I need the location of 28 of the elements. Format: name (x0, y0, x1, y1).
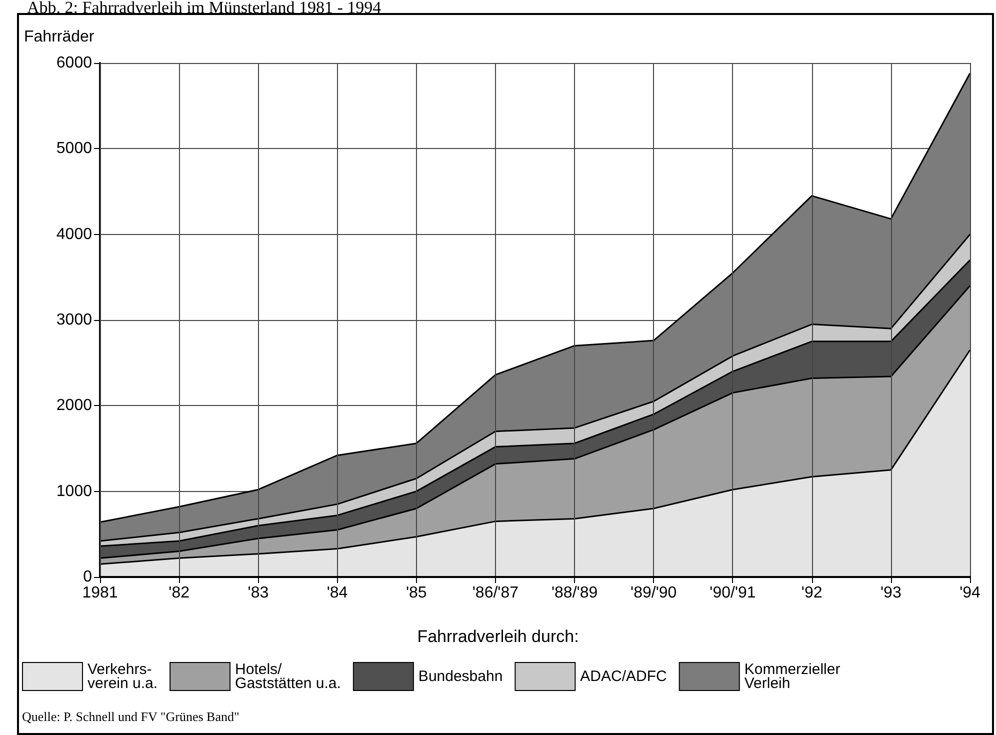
x-tick-label: '86/'87 (472, 584, 519, 602)
y-tick-label: 2000 (56, 397, 92, 414)
source-note: Quelle: P. Schnell und FV "Grünes Band" (22, 709, 240, 724)
y-tick-label: 3000 (56, 312, 92, 328)
x-tick-label: '92 (801, 584, 822, 602)
y-tick-label: 4000 (56, 226, 92, 243)
x-tick-label: '83 (248, 584, 269, 602)
legend-title: Fahrradverleih durch: (417, 627, 579, 646)
y-tick-label: 0 (83, 568, 92, 586)
legend-label: Verkehrs- verein u.a. (88, 661, 158, 692)
x-tick-label: '88/'89 (551, 584, 598, 602)
legend-label: Bundesbahn (418, 668, 503, 685)
x-tick-label: '89/'90 (630, 584, 677, 602)
y-tick-label: 6000 (56, 54, 92, 72)
y-tick-label: 5000 (56, 140, 92, 158)
legend-label: ADAC/ADFC (580, 668, 668, 685)
x-tick-label: '85 (406, 584, 427, 602)
legend-label: Hotels/ Gaststätten u.a. (235, 661, 341, 692)
x-tick-label: '94 (960, 584, 981, 602)
chart-title: Abb. 2: Fahrradverleih im Münsterland 1981 - 1994 (27, 0, 382, 17)
x-tick-label: '82 (168, 584, 190, 602)
y-tick-label: 1000 (56, 482, 92, 500)
x-tick-label: 1981 (82, 584, 118, 602)
x-tick-label: '93 (880, 584, 902, 602)
legend-label: Kommerzieller Verleih (744, 661, 840, 692)
x-tick-label: '84 (326, 584, 348, 602)
y-axis-title: Fahrräder (24, 28, 95, 46)
x-tick-label: '90/'91 (710, 584, 756, 602)
